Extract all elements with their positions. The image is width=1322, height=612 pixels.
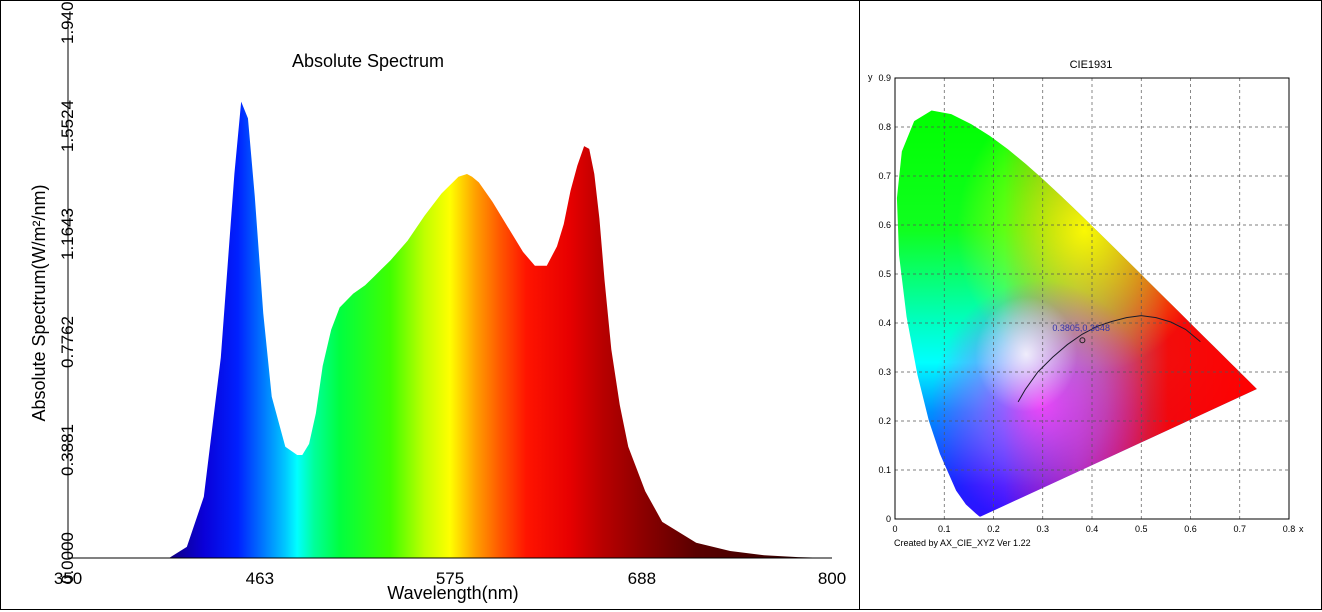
chromaticity-point — [1079, 337, 1086, 344]
y-tick-label: 1.1643 — [58, 208, 77, 260]
x-tick-label: 0.5 — [1135, 524, 1148, 534]
cie-chart: 0.3805,0.3648 0 0.1 0.2 0.3 0.4 0.5 0.6 0.7 0.8 0 0… — [868, 59, 1304, 548]
x-tick-label: 688 — [628, 569, 656, 588]
y-tick-label: 0.5 — [878, 269, 891, 279]
spectrum-panel: 350 463 575 688 800 0.0000 0.3881 0.7762 1.1643 1… — [0, 0, 860, 610]
y-tick-label: 0.3881 — [58, 424, 77, 476]
cie-fill-white — [896, 110, 1257, 517]
y-tick-label: 0.7762 — [58, 316, 77, 368]
cie-title: CIE1931 — [1070, 59, 1113, 71]
planckian-locus — [1017, 315, 1201, 403]
x-tick-label: 0 — [892, 524, 897, 534]
x-tick-label: 0.2 — [987, 524, 1000, 534]
x-tick-label: 0.4 — [1086, 524, 1099, 534]
y-tick-label: 0.9 — [878, 73, 891, 83]
spectrum-area — [68, 101, 832, 559]
y-tick-label: 0.6 — [878, 220, 891, 230]
spectrum-chart: 350 463 575 688 800 0.0000 0.3881 0.7762 1.1643 1… — [29, 1, 846, 603]
cie-plot-frame — [894, 77, 1290, 520]
x-tick-label: 0.1 — [938, 524, 951, 534]
y-tick-label: 1.9405 — [58, 1, 77, 44]
x-axis-label: Wavelength(nm) — [387, 583, 518, 603]
x-tick-label: 800 — [818, 569, 846, 588]
software-credit: Created by AX_CIE_XYZ Ver 1.22 — [894, 538, 1031, 548]
x-tick-label: 350 — [54, 569, 82, 588]
x-tick-label: 0.3 — [1036, 524, 1049, 534]
x-tick-label: 0.6 — [1184, 524, 1197, 534]
x-axis-label: x — [1299, 524, 1304, 534]
y-tick-label: 0.7 — [878, 171, 891, 181]
x-tick-label: 575 — [436, 569, 464, 588]
y-tick-label: 0.8 — [878, 122, 891, 132]
y-tick-label: 0 — [886, 514, 891, 524]
y-tick-label: 0.2 — [878, 416, 891, 426]
y-tick-label: 1.5524 — [58, 100, 77, 152]
y-tick-label: 0.4 — [878, 318, 891, 328]
x-tick-label: 0.8 — [1283, 524, 1296, 534]
y-tick-label: 0.3 — [878, 367, 891, 377]
y-axis-label: Absolute Spectrum(W/m²/nm) — [29, 184, 49, 421]
x-tick-label: 463 — [246, 569, 274, 588]
x-tick-label: 0.7 — [1233, 524, 1246, 534]
y-tick-label: 0.1 — [878, 465, 891, 475]
chromaticity-label: 0.3805,0.3648 — [1052, 323, 1110, 333]
cie-grid — [895, 78, 1289, 519]
y-tick-label: 0.0000 — [58, 532, 77, 584]
cie-panel: 0.3805,0.3648 0 0.1 0.2 0.3 0.4 0.5 0.6 0.7 0.8 0 0… — [859, 0, 1322, 610]
cie-color-fill — [896, 110, 1257, 517]
y-axis-label: y — [868, 72, 873, 82]
chart-title: Absolute Spectrum — [292, 51, 444, 71]
